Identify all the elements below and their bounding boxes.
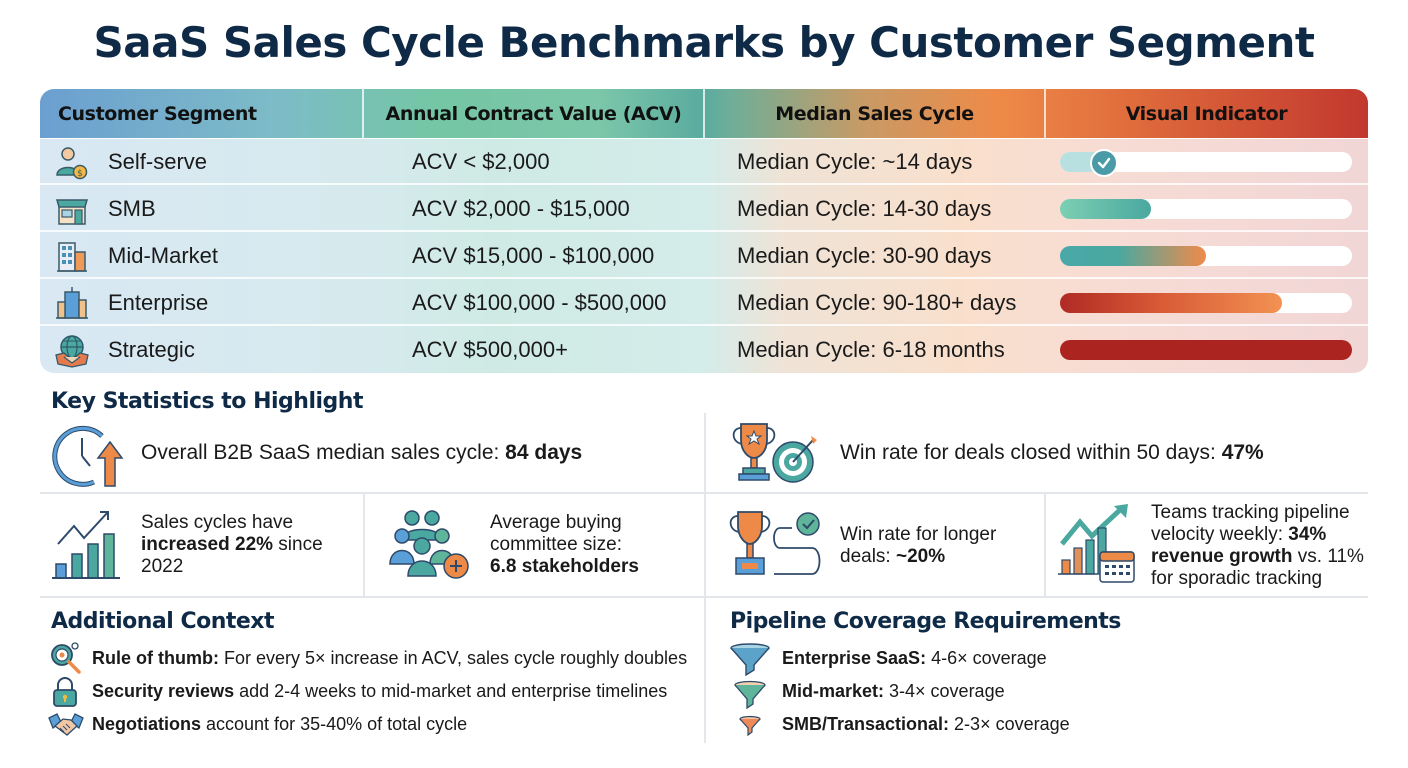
padlock-icon <box>53 677 77 707</box>
page-title: SaaS Sales Cycle Benchmarks by Customer … <box>93 18 1315 67</box>
indicator-fill <box>1060 340 1352 360</box>
cell-divider <box>1044 493 1046 596</box>
acv-value: ACV < $2,000 <box>412 149 550 174</box>
table-row: Mid-Market ACV $15,000 - $100,000 Median… <box>40 233 1368 279</box>
group-add-icon <box>389 510 469 579</box>
pipeline-coverage-heading: Pipeline Coverage Requirements <box>730 609 1121 634</box>
win-rate-fast-stat: Win rate for deals closed within 50 days… <box>840 441 1264 464</box>
context-item-security-reviews: Security reviews add 2-4 weeks to mid-ma… <box>92 681 668 701</box>
cell-divider <box>363 493 365 596</box>
segment-name: SMB <box>108 196 156 221</box>
context-item-rule-of-thumb: Rule of thumb: For every 5× increase in … <box>92 648 688 668</box>
row-divider <box>40 492 1368 494</box>
coverage-item-mid-market: Mid-market: 3-4× coverage <box>782 681 1005 701</box>
indicator-fill <box>1060 199 1151 219</box>
table-row: Enterprise ACV $100,000 - $500,000 Media… <box>40 280 1368 326</box>
header-visual-indicator: Visual Indicator <box>1125 102 1288 125</box>
win-rate-longer-value: ~20% <box>895 546 946 567</box>
median-cycle-value: Median Cycle: 90-180+ days <box>737 290 1017 315</box>
header-customer-segment: Customer Segment <box>58 102 257 125</box>
acv-value: ACV $15,000 - $100,000 <box>412 243 655 268</box>
growth-chart-icon <box>52 511 120 579</box>
user-coin-icon: $ <box>56 147 88 180</box>
table-row: Strategic ACV $500,000+ Median Cycle: 6-… <box>40 327 1368 373</box>
win-rate-fast-value: 47% <box>1221 441 1264 464</box>
row-divider <box>40 596 1368 598</box>
indicator-bar <box>1060 199 1352 219</box>
additional-context-heading: Additional Context <box>51 609 275 634</box>
funnel-small-icon <box>739 715 761 737</box>
skyscraper-icon <box>56 287 88 319</box>
indicator-fill <box>1060 246 1206 266</box>
magnifier-gear-icon <box>51 642 81 674</box>
coverage-item-enterprise: Enterprise SaaS: 4-6× coverage <box>782 648 1047 668</box>
median-cycle-value: Median Cycle: 6-18 months <box>737 337 1005 362</box>
funnel-medium-icon <box>734 680 766 710</box>
cycles-increased-value: increased 22% <box>141 534 274 555</box>
buying-committee-value: 6.8 stakeholders <box>490 556 639 577</box>
acv-value: ACV $100,000 - $500,000 <box>412 290 667 315</box>
pipeline-velocity-stat: Teams tracking pipeline velocity weekly:… <box>1151 502 1364 589</box>
overall-median-stat: Overall B2B SaaS median sales cycle: 84 … <box>141 441 583 464</box>
median-cycle-value: Median Cycle: 30-90 days <box>737 243 992 268</box>
funnel-large-icon <box>730 643 770 677</box>
header-median-cycle: Median Sales Cycle <box>775 102 974 125</box>
storefront-icon <box>56 199 88 225</box>
header-acv: Annual Contract Value (ACV) <box>385 102 682 125</box>
indicator-bar <box>1060 340 1352 360</box>
indicator-bar <box>1060 246 1352 266</box>
checkmark-icon <box>1090 149 1118 177</box>
section-divider <box>704 413 706 743</box>
velocity-growth-value: 34% <box>1288 524 1327 545</box>
indicator-fill <box>1060 293 1282 313</box>
segment-name: Enterprise <box>108 290 209 315</box>
acv-value: ACV $500,000+ <box>412 337 568 362</box>
segment-name: Self-serve <box>108 149 208 174</box>
win-rate-longer-stat: Win rate for longer deals: ~20% <box>840 524 997 567</box>
median-cycle-value: Median Cycle: 14-30 days <box>737 196 992 221</box>
table-row: $ Self-serve ACV < $2,000 Median Cycle: … <box>40 139 1368 185</box>
segment-name: Strategic <box>108 337 195 362</box>
indicator-bar <box>1060 293 1352 313</box>
svg-text:$: $ <box>77 169 83 179</box>
office-building-icon <box>57 242 87 272</box>
trophy-target-icon <box>732 423 817 483</box>
globe-handshake-icon <box>55 335 89 368</box>
cycles-increased-stat: Sales cycles have increased 22% since 20… <box>141 512 323 577</box>
handshake-icon <box>48 713 84 736</box>
trophy-path-check-icon <box>729 511 821 575</box>
benchmark-table: Customer Segment Annual Contract Value (… <box>40 89 1368 373</box>
median-cycle-value: Median Cycle: ~14 days <box>737 149 973 174</box>
acv-value: ACV $2,000 - $15,000 <box>412 196 630 221</box>
context-item-negotiations: Negotiations account for 35-40% of total… <box>92 714 468 734</box>
clock-arrow-up-icon <box>52 425 124 487</box>
table-row: SMB ACV $2,000 - $15,000 Median Cycle: 1… <box>40 186 1368 232</box>
segment-name: Mid-Market <box>108 243 219 268</box>
coverage-item-smb: SMB/Transactional: 2-3× coverage <box>782 714 1070 734</box>
key-statistics-heading: Key Statistics to Highlight <box>51 389 363 414</box>
table-body: $ Self-serve ACV < $2,000 Median Cycle: … <box>40 139 1368 373</box>
chart-calendar-icon <box>1058 504 1135 583</box>
buying-committee-stat: Average buying committee size: 6.8 stake… <box>490 512 639 577</box>
overall-median-value: 84 days <box>505 441 583 464</box>
